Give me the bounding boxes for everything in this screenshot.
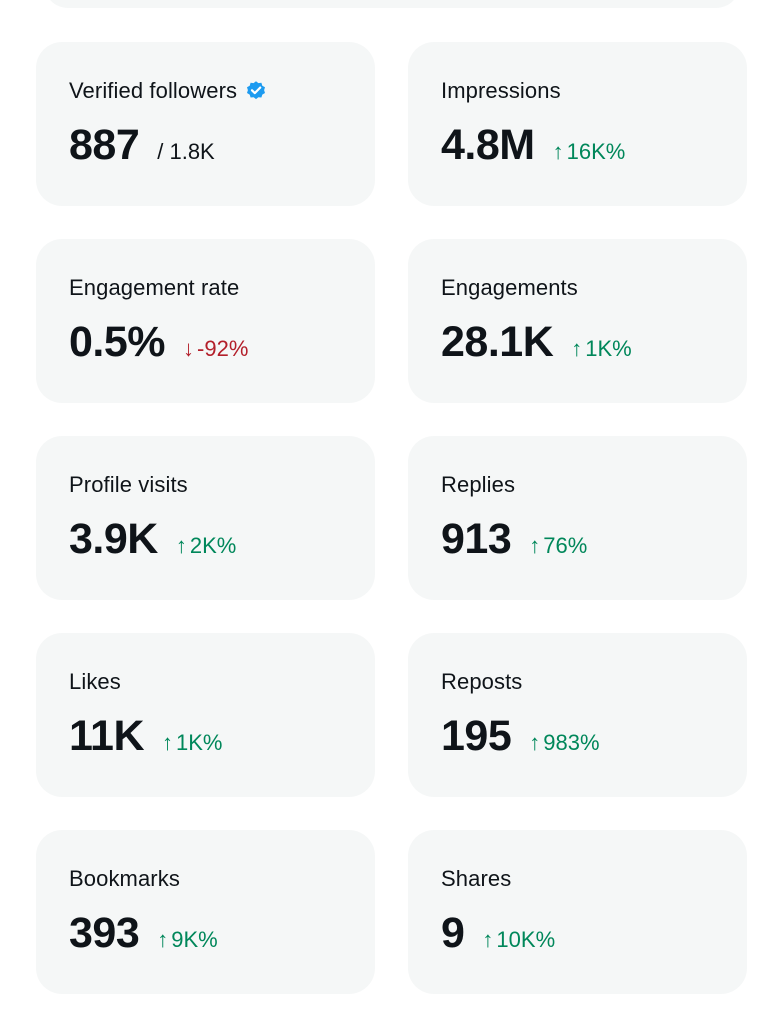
metric-change: ↑ 2K% [176, 533, 236, 559]
metric-card-replies[interactable]: Replies 913 ↑ 76% [408, 436, 747, 600]
metric-change: ↑ 10K% [482, 927, 555, 953]
metric-title: Shares [441, 866, 512, 891]
metric-card-likes[interactable]: Likes 11K ↑ 1K% [36, 633, 375, 797]
metric-card-reposts[interactable]: Reposts 195 ↑ 983% [408, 633, 747, 797]
metric-values: 28.1K ↑ 1K% [441, 317, 727, 367]
metric-card-verified-followers[interactable]: Verified followers 887 / 1.8K [36, 42, 375, 206]
metric-change: ↑ 983% [529, 730, 599, 756]
metric-title: Reposts [441, 669, 523, 694]
metric-total: / 1.8K [157, 139, 215, 164]
metric-title: Profile visits [69, 472, 188, 497]
metric-title-row: Verified followers [69, 78, 355, 104]
metric-title: Verified followers [69, 78, 238, 103]
metric-title: Engagements [441, 275, 578, 300]
metric-value: 0.5% [69, 318, 166, 366]
metric-value: 9 [441, 909, 465, 957]
metric-title: Replies [441, 472, 516, 497]
metric-change-value: -92% [197, 336, 249, 361]
metric-change: ↑ 76% [529, 533, 587, 559]
metric-title: Likes [69, 669, 121, 694]
metric-value: 28.1K [441, 318, 554, 366]
metric-title: Bookmarks [69, 866, 180, 891]
metric-value: 887 [69, 121, 140, 169]
arrow-up-icon: ↑ [157, 927, 169, 952]
verified-badge-icon [245, 80, 267, 102]
arrow-up-icon: ↑ [529, 533, 541, 558]
metric-change-value: 76% [543, 533, 588, 558]
metric-card-impressions[interactable]: Impressions 4.8M ↑ 16K% [408, 42, 747, 206]
metric-change-value: 9K% [171, 927, 218, 952]
previous-card-edge [44, 0, 740, 8]
metric-title: Impressions [441, 78, 561, 103]
metric-change: ↑ 1K% [162, 730, 222, 756]
metric-card-engagements[interactable]: Engagements 28.1K ↑ 1K% [408, 239, 747, 403]
metric-card-profile-visits[interactable]: Profile visits 3.9K ↑ 2K% [36, 436, 375, 600]
arrow-up-icon: ↑ [482, 927, 494, 952]
metric-change: ↑ 16K% [553, 139, 626, 165]
metric-card-engagement-rate[interactable]: Engagement rate 0.5% ↓ -92% [36, 239, 375, 403]
metric-value: 3.9K [69, 515, 158, 563]
arrow-up-icon: ↑ [552, 139, 564, 164]
metric-values: 11K ↑ 1K% [69, 711, 355, 761]
metric-change: ↑ 9K% [157, 927, 217, 953]
metric-change-value: 983% [543, 730, 600, 755]
metric-value: 4.8M [441, 121, 535, 169]
metric-title: Engagement rate [69, 275, 240, 300]
metric-change-value: 1K% [585, 336, 632, 361]
metric-change-value: 10K% [496, 927, 556, 952]
metric-values: 887 / 1.8K [69, 120, 355, 170]
metric-change-value: 16K% [566, 139, 626, 164]
arrow-up-icon: ↑ [162, 730, 174, 755]
metric-card-bookmarks[interactable]: Bookmarks 393 ↑ 9K% [36, 830, 375, 994]
metric-value: 195 [441, 712, 512, 760]
metric-change-value: 2K% [189, 533, 237, 558]
metric-values: 4.8M ↑ 16K% [441, 120, 727, 170]
metric-card-shares[interactable]: Shares 9 ↑ 10K% [408, 830, 747, 994]
metrics-grid: Verified followers 887 / 1.8K Impression… [36, 42, 747, 994]
metric-values: 195 ↑ 983% [441, 711, 727, 761]
metric-change: ↑ 1K% [571, 336, 631, 362]
arrow-up-icon: ↑ [571, 336, 583, 361]
metric-value: 393 [69, 909, 140, 957]
metric-values: 3.9K ↑ 2K% [69, 514, 355, 564]
arrow-up-icon: ↑ [175, 533, 187, 558]
metric-values: 0.5% ↓ -92% [69, 317, 355, 367]
metric-values: 393 ↑ 9K% [69, 908, 355, 958]
metric-change-value: 1K% [176, 730, 223, 755]
metric-change: ↓ -92% [183, 336, 248, 362]
metric-values: 9 ↑ 10K% [441, 908, 727, 958]
metric-value: 11K [69, 712, 145, 760]
arrow-up-icon: ↑ [529, 730, 541, 755]
metric-value: 913 [441, 515, 512, 563]
arrow-down-icon: ↓ [183, 336, 195, 361]
metric-values: 913 ↑ 76% [441, 514, 727, 564]
